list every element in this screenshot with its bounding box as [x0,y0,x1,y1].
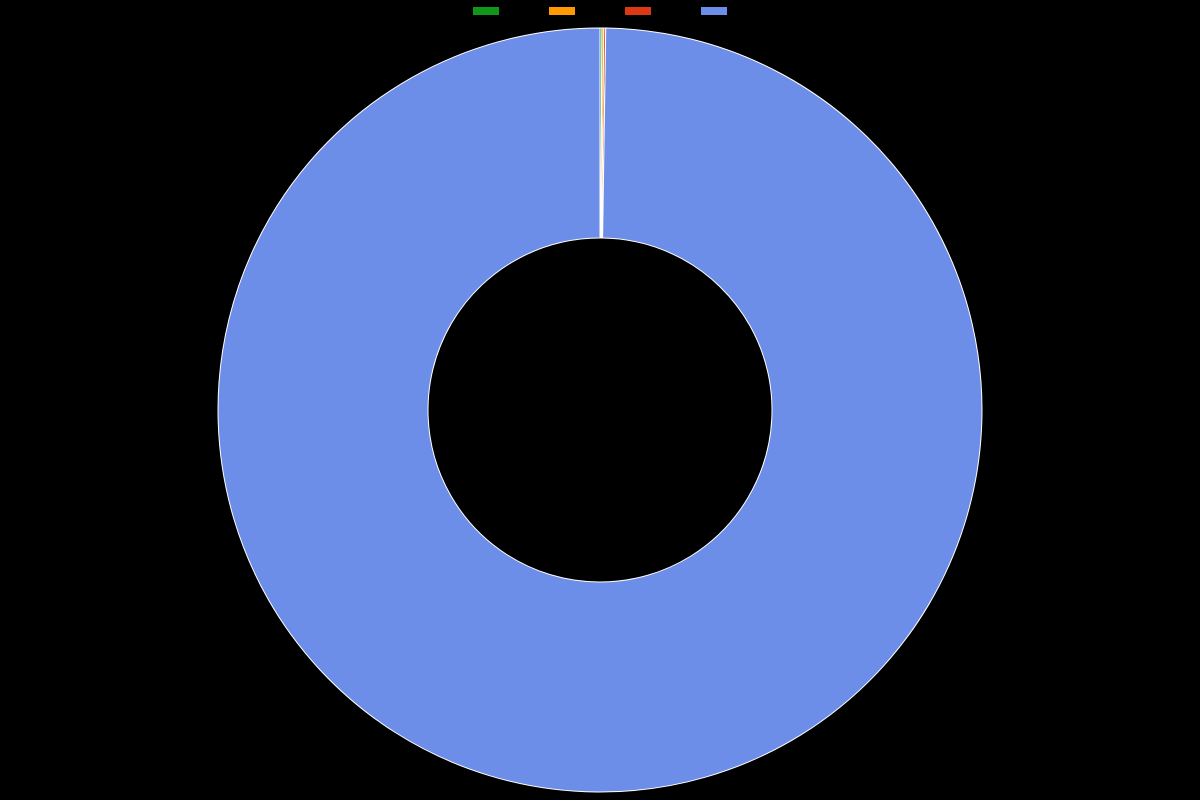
legend-swatch-0 [472,6,500,16]
legend [0,6,1200,16]
chart-canvas [0,0,1200,800]
legend-swatch-3 [700,6,728,16]
donut-svg [216,26,984,794]
legend-swatch-2 [624,6,652,16]
donut-chart [216,26,984,794]
donut-slice-3 [218,28,982,792]
legend-swatch-1 [548,6,576,16]
